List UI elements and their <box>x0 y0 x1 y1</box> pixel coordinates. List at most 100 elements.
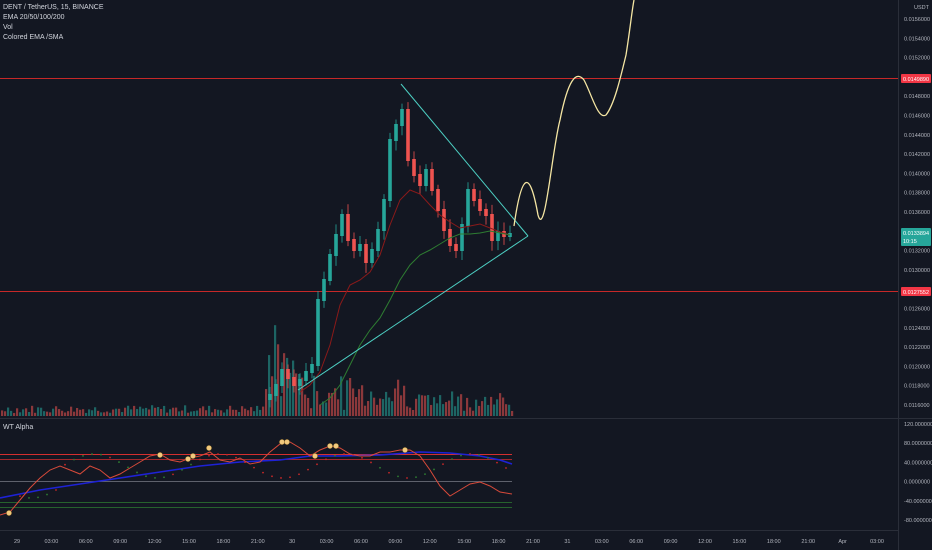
osc-tick: 120.0000000 <box>904 422 932 428</box>
volume-bar <box>214 409 217 416</box>
volume-bar <box>346 380 349 416</box>
candle-body <box>322 279 326 301</box>
volume-bar <box>76 408 79 416</box>
time-tick: 09:00 <box>389 539 403 545</box>
wt-dot <box>451 458 453 461</box>
volume-bar <box>310 408 313 416</box>
volume-bar <box>217 409 220 416</box>
volume-bar <box>472 410 475 416</box>
volume-bar <box>253 411 256 416</box>
volume-bar <box>439 395 442 416</box>
wt-dot <box>469 453 471 455</box>
candle-body <box>274 384 278 396</box>
candle-body <box>388 139 392 201</box>
candle-body <box>400 109 404 126</box>
candle-body <box>286 369 290 379</box>
volume-bar <box>34 412 37 416</box>
wt-dot <box>379 466 381 469</box>
volume-bar <box>130 409 133 416</box>
volume-bar <box>427 395 430 416</box>
volume-bar <box>85 412 88 416</box>
candle-body <box>268 394 272 400</box>
time-tick: 12:00 <box>423 539 437 545</box>
volume-bar <box>508 404 511 416</box>
candle-body <box>376 229 380 251</box>
volume-bar <box>289 372 292 416</box>
volume-bar <box>403 385 406 416</box>
oscillator-axis[interactable]: 120.0000000 80.0000000 40.0000000 0.0000000… <box>904 422 932 524</box>
volume-bar <box>256 405 259 416</box>
volume-bar <box>331 392 334 416</box>
volume-bar <box>73 411 76 416</box>
wt-dot <box>19 495 21 497</box>
triangle-pattern[interactable] <box>297 83 529 391</box>
volume-bar <box>367 401 370 416</box>
volume-bar <box>409 407 412 416</box>
wt-dot <box>145 475 147 478</box>
indicator-ema[interactable]: EMA 20/50/100/200 <box>3 14 65 21</box>
wt-small-dots <box>19 453 507 499</box>
volume-bar <box>391 401 394 416</box>
volume-bar <box>457 396 460 416</box>
wt-dot <box>181 468 183 471</box>
indicator-colored-ema[interactable]: Colored EMA /SMA <box>3 34 64 41</box>
volume-bar <box>259 409 262 416</box>
svg-text:0.0133894: 0.0133894 <box>903 231 929 237</box>
oscillator-title[interactable]: WT Alpha <box>3 424 34 431</box>
volume-bar <box>493 404 496 416</box>
projection-path[interactable] <box>513 0 635 227</box>
volume-bar <box>382 399 385 416</box>
wt-dot <box>397 475 399 478</box>
wt-dot <box>244 461 246 464</box>
time-tick: 12:00 <box>148 539 162 545</box>
volume-bar <box>178 411 181 416</box>
volume-bar <box>196 410 199 416</box>
wt-dot <box>298 473 300 476</box>
indicator-vol[interactable]: Vol <box>3 24 13 31</box>
volume-bar <box>283 353 286 416</box>
candle-body <box>316 299 320 366</box>
volume-bar <box>499 393 502 416</box>
volume-bar <box>454 406 457 416</box>
volume-bar <box>199 408 202 416</box>
volume-bar <box>139 406 142 416</box>
volume-bar <box>235 409 238 416</box>
wt-dot <box>136 471 138 474</box>
volume-bar <box>100 412 103 416</box>
wt-dot <box>109 456 111 459</box>
candlesticks <box>268 102 512 408</box>
volume-bar <box>361 385 364 416</box>
volume-bar <box>145 407 148 416</box>
volume-bar <box>415 398 418 416</box>
volume-bar <box>112 409 115 416</box>
price-tick: 0.0142000 <box>904 152 930 158</box>
symbol-title[interactable]: DENT / TetherUS, 15, BINANCE <box>3 4 104 11</box>
candle-body <box>352 239 356 251</box>
wt-dot <box>406 477 408 479</box>
wt-dot <box>361 456 363 459</box>
volume-bar <box>121 412 124 416</box>
candle-body <box>478 199 482 211</box>
volume-bar <box>160 408 163 416</box>
candle-body <box>292 377 296 386</box>
volume-bar <box>175 407 178 416</box>
osc-tick: -80.0000000 <box>904 518 932 524</box>
candle-body <box>406 109 410 161</box>
price-tick: 0.0120000 <box>904 364 930 370</box>
volume-bar <box>4 411 7 416</box>
candle-body <box>454 244 458 251</box>
volume-bar <box>313 375 316 416</box>
time-tick: 03:00 <box>870 539 884 545</box>
candle-body <box>496 231 500 241</box>
candle-body <box>304 371 308 381</box>
volume-bar <box>484 396 487 416</box>
volume-bar <box>232 409 235 416</box>
price-axis[interactable]: 0.01560000.01540000.01520000.01500000.01… <box>904 17 930 409</box>
time-tick: 18:00 <box>492 539 506 545</box>
time-tick: Apr <box>838 539 847 545</box>
volume-bar <box>388 397 391 416</box>
oscillator-pane <box>0 439 513 516</box>
time-axis[interactable]: 29 03:00 06:00 09:00 12:00 15:00 18:00 21:00 30 0… <box>14 539 884 545</box>
volume-bar <box>451 391 454 416</box>
